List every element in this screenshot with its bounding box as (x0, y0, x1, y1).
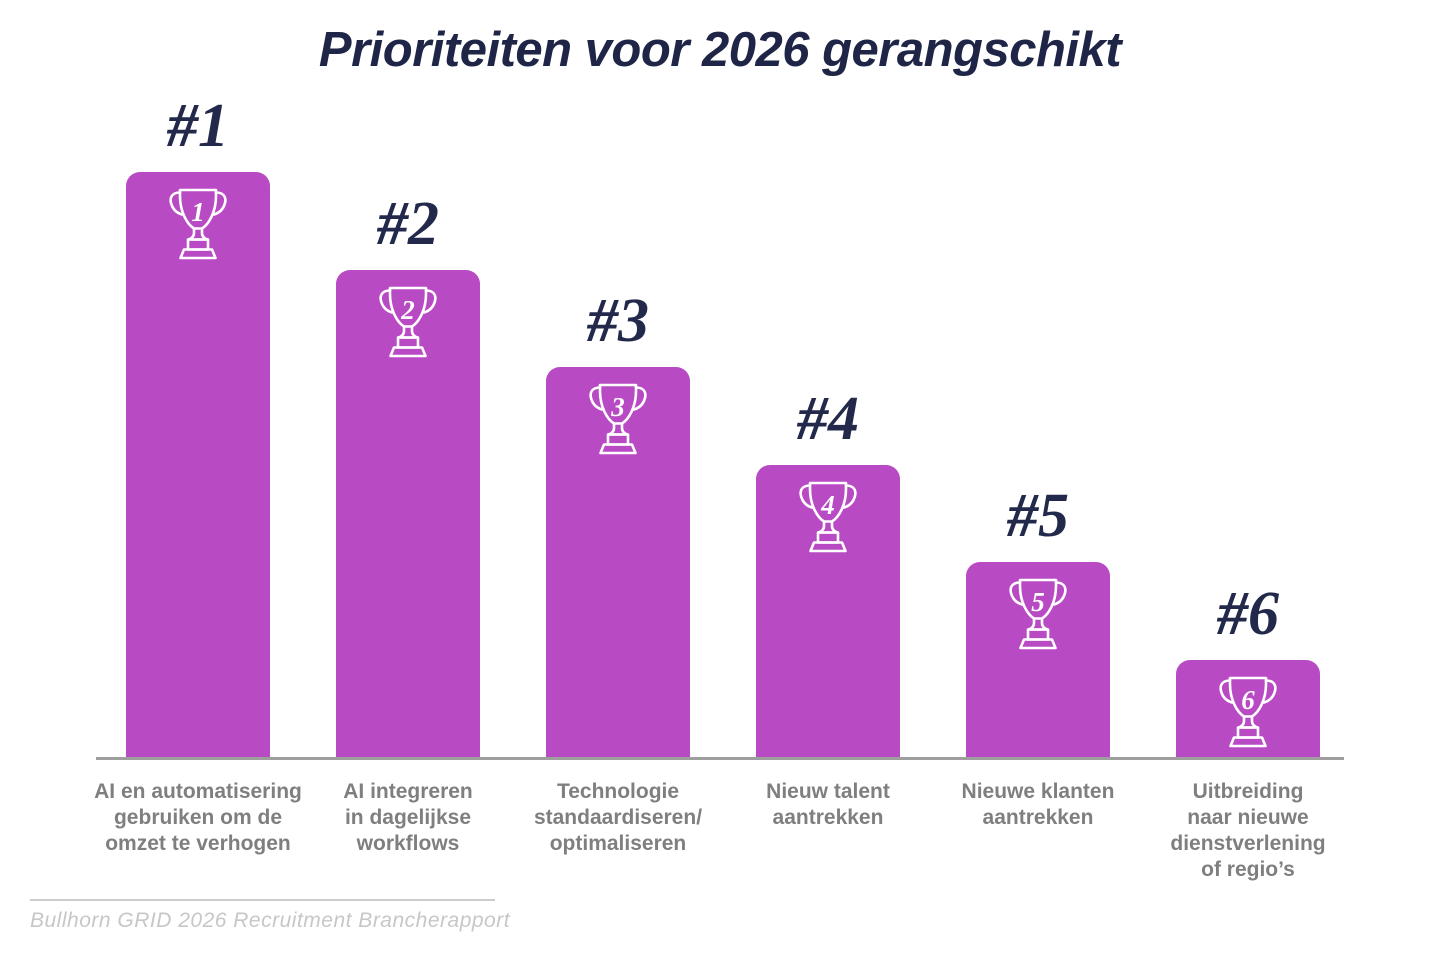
trophy-number: 3 (610, 392, 625, 422)
rank-label: #5 (1007, 482, 1069, 550)
trophy-icon: 6 (1219, 676, 1277, 748)
trophy-icon: 2 (379, 286, 437, 358)
trophy-pedestal (1026, 628, 1050, 641)
trophy-stem (1027, 617, 1049, 631)
trophy-stem (397, 325, 419, 339)
trophy-right-handle (842, 484, 857, 509)
bar: 2 (336, 270, 480, 759)
trophy-foot (1229, 736, 1267, 748)
trophy-number: 6 (1241, 685, 1255, 715)
trophy-stem (607, 422, 629, 436)
trophy-right-handle (422, 289, 437, 314)
trophy-left-handle (1219, 679, 1234, 704)
trophy-left-handle (379, 289, 394, 314)
trophy-icon: 1 (169, 188, 227, 260)
trophy-right-handle (632, 386, 647, 411)
trophy-left-handle (1009, 581, 1024, 606)
trophy-foot (1019, 638, 1057, 650)
trophy-pedestal (816, 531, 840, 544)
trophy-icon: 5 (1009, 578, 1067, 650)
source-text: Bullhorn GRID 2026 Recruitment Branchera… (30, 909, 511, 932)
rank-label: #2 (377, 190, 439, 258)
trophy-icon: 4 (799, 481, 857, 553)
bar: 6 (1176, 660, 1320, 759)
trophy-right-handle (1262, 679, 1277, 704)
trophy-number: 1 (191, 197, 205, 227)
chart-title: Prioriteiten voor 2026 gerangschikt (318, 23, 1122, 77)
trophy-stem (187, 227, 209, 241)
trophy-stem (1237, 715, 1259, 729)
category-label: Nieuwe klanten aantrekken (961, 780, 1115, 830)
trophy-pedestal (1236, 726, 1260, 739)
trophy-foot (179, 248, 217, 260)
trophy-number: 4 (820, 490, 835, 520)
trophy-right-handle (212, 191, 227, 216)
trophy-pedestal (606, 433, 630, 446)
trophy-left-handle (799, 484, 814, 509)
trophy-pedestal (396, 336, 420, 349)
trophy-foot (389, 346, 427, 358)
category-label: Nieuw talent aantrekken (766, 780, 890, 830)
bar: 3 (546, 367, 690, 759)
bar: 5 (966, 562, 1110, 759)
category-label: AI integreren in dagelijkse workflows (343, 780, 473, 856)
x-axis-baseline (96, 757, 1344, 760)
rank-label: #4 (797, 385, 859, 453)
trophy-icon: 3 (589, 383, 647, 455)
trophy-left-handle (169, 191, 184, 216)
trophy-number: 2 (400, 295, 415, 325)
trophy-pedestal (186, 238, 210, 251)
footer-divider (30, 899, 495, 901)
trophy-right-handle (1052, 581, 1067, 606)
trophy-stem (817, 520, 839, 534)
trophy-foot (809, 541, 847, 553)
trophy-left-handle (589, 386, 604, 411)
rank-label: #6 (1217, 580, 1279, 648)
trophy-number: 5 (1031, 587, 1045, 617)
category-label: AI en automatisering gebruiken om de omz… (94, 780, 302, 856)
rank-label: #1 (167, 92, 229, 160)
category-label: Uitbreiding naar nieuwe dienstverlening … (1170, 780, 1326, 882)
bar: 4 (756, 465, 900, 759)
bar: 1 (126, 172, 270, 759)
category-label: Technologie standaardiseren/ optimaliser… (533, 780, 703, 856)
rank-label: #3 (587, 287, 649, 355)
trophy-foot (599, 443, 637, 455)
